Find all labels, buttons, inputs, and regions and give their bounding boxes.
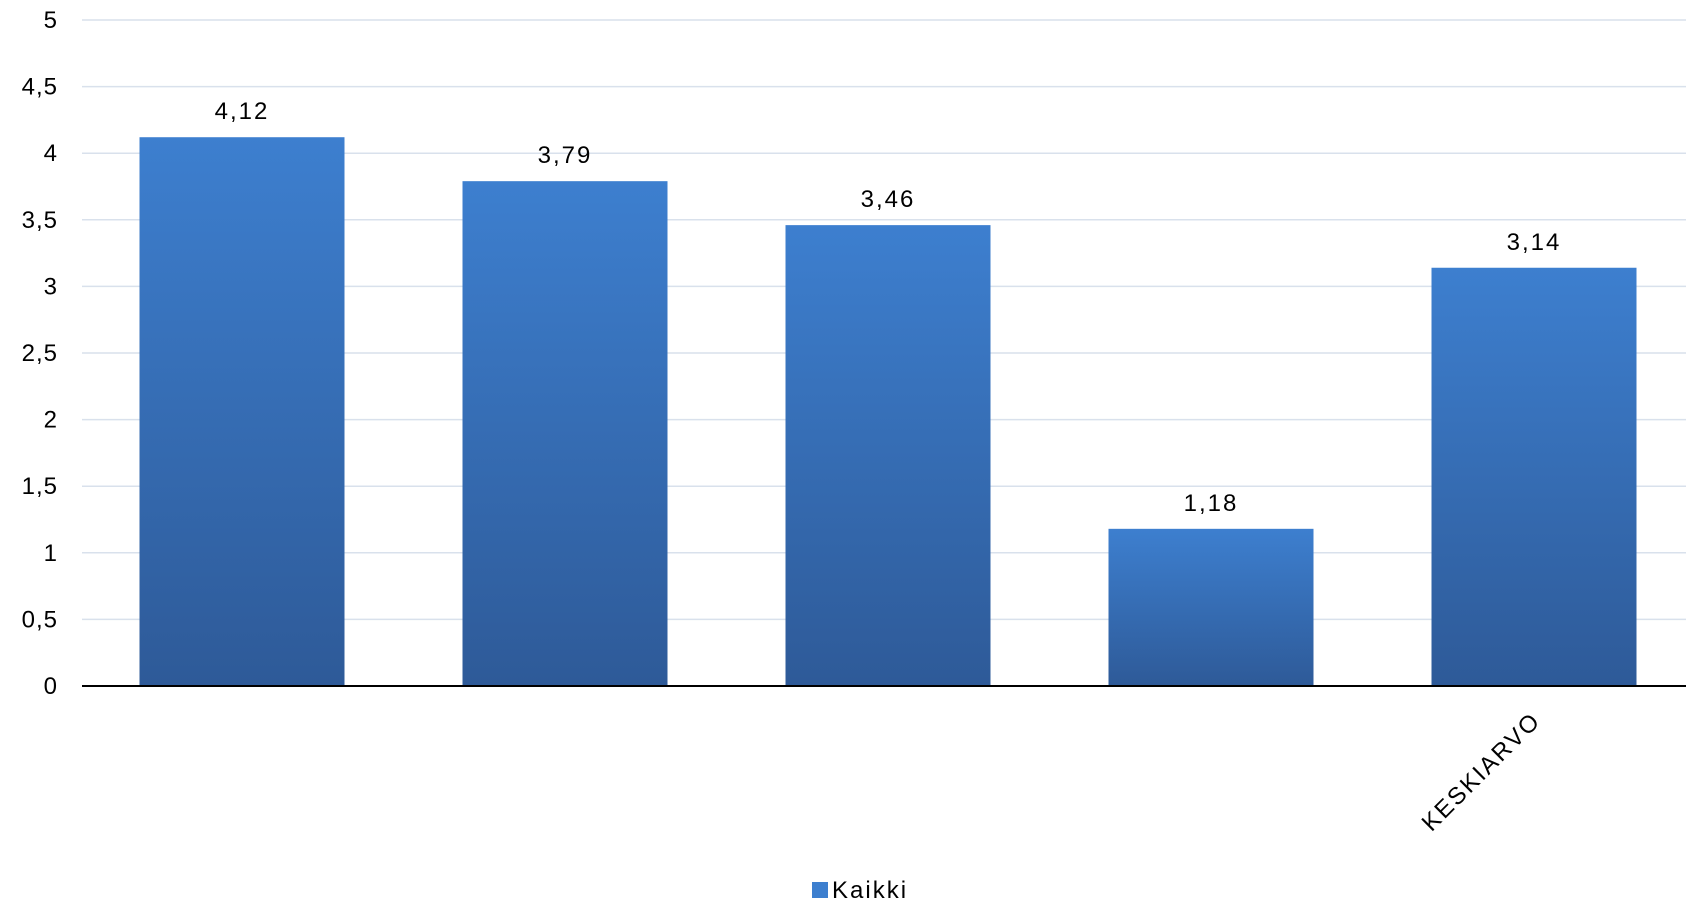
y-tick-label: 1,5	[22, 473, 58, 500]
x-axis-categories: KESKIARVO	[1417, 707, 1547, 837]
bar	[785, 225, 991, 687]
y-tick-label: 1	[44, 540, 58, 567]
y-tick-label: 5	[44, 7, 58, 34]
bar	[462, 181, 668, 686]
bar	[1108, 528, 1314, 686]
y-tick-label: 4	[44, 140, 58, 167]
bar	[139, 137, 345, 686]
bar-value-label: 3,79	[538, 142, 593, 169]
bar-value-label: 3,14	[1507, 229, 1562, 256]
legend: Kaikki	[812, 877, 908, 902]
y-axis-ticks: 0 0,5 1 1,5 2 2,5 3 3,5 4 4,5 5	[22, 7, 58, 700]
y-tick-label: 3,5	[22, 207, 58, 234]
y-tick-label: 2,5	[22, 340, 58, 367]
y-tick-label: 4,5	[22, 74, 58, 101]
x-category-label: KESKIARVO	[1417, 707, 1547, 837]
bars	[139, 137, 1637, 687]
y-tick-label: 3	[44, 273, 58, 300]
bar-value-label: 3,46	[861, 186, 916, 213]
legend-label-kaikki: Kaikki	[832, 877, 908, 902]
y-tick-label: 0,5	[22, 606, 58, 633]
bar-value-label: 1,18	[1184, 490, 1239, 517]
bar-value-label: 4,12	[215, 98, 270, 125]
bar	[1431, 267, 1637, 686]
data-labels: 4,12 3,79 3,46 1,18 3,14	[215, 98, 1562, 517]
y-tick-label: 2	[44, 407, 58, 434]
legend-swatch-kaikki	[812, 882, 828, 898]
y-tick-label: 0	[44, 673, 58, 700]
